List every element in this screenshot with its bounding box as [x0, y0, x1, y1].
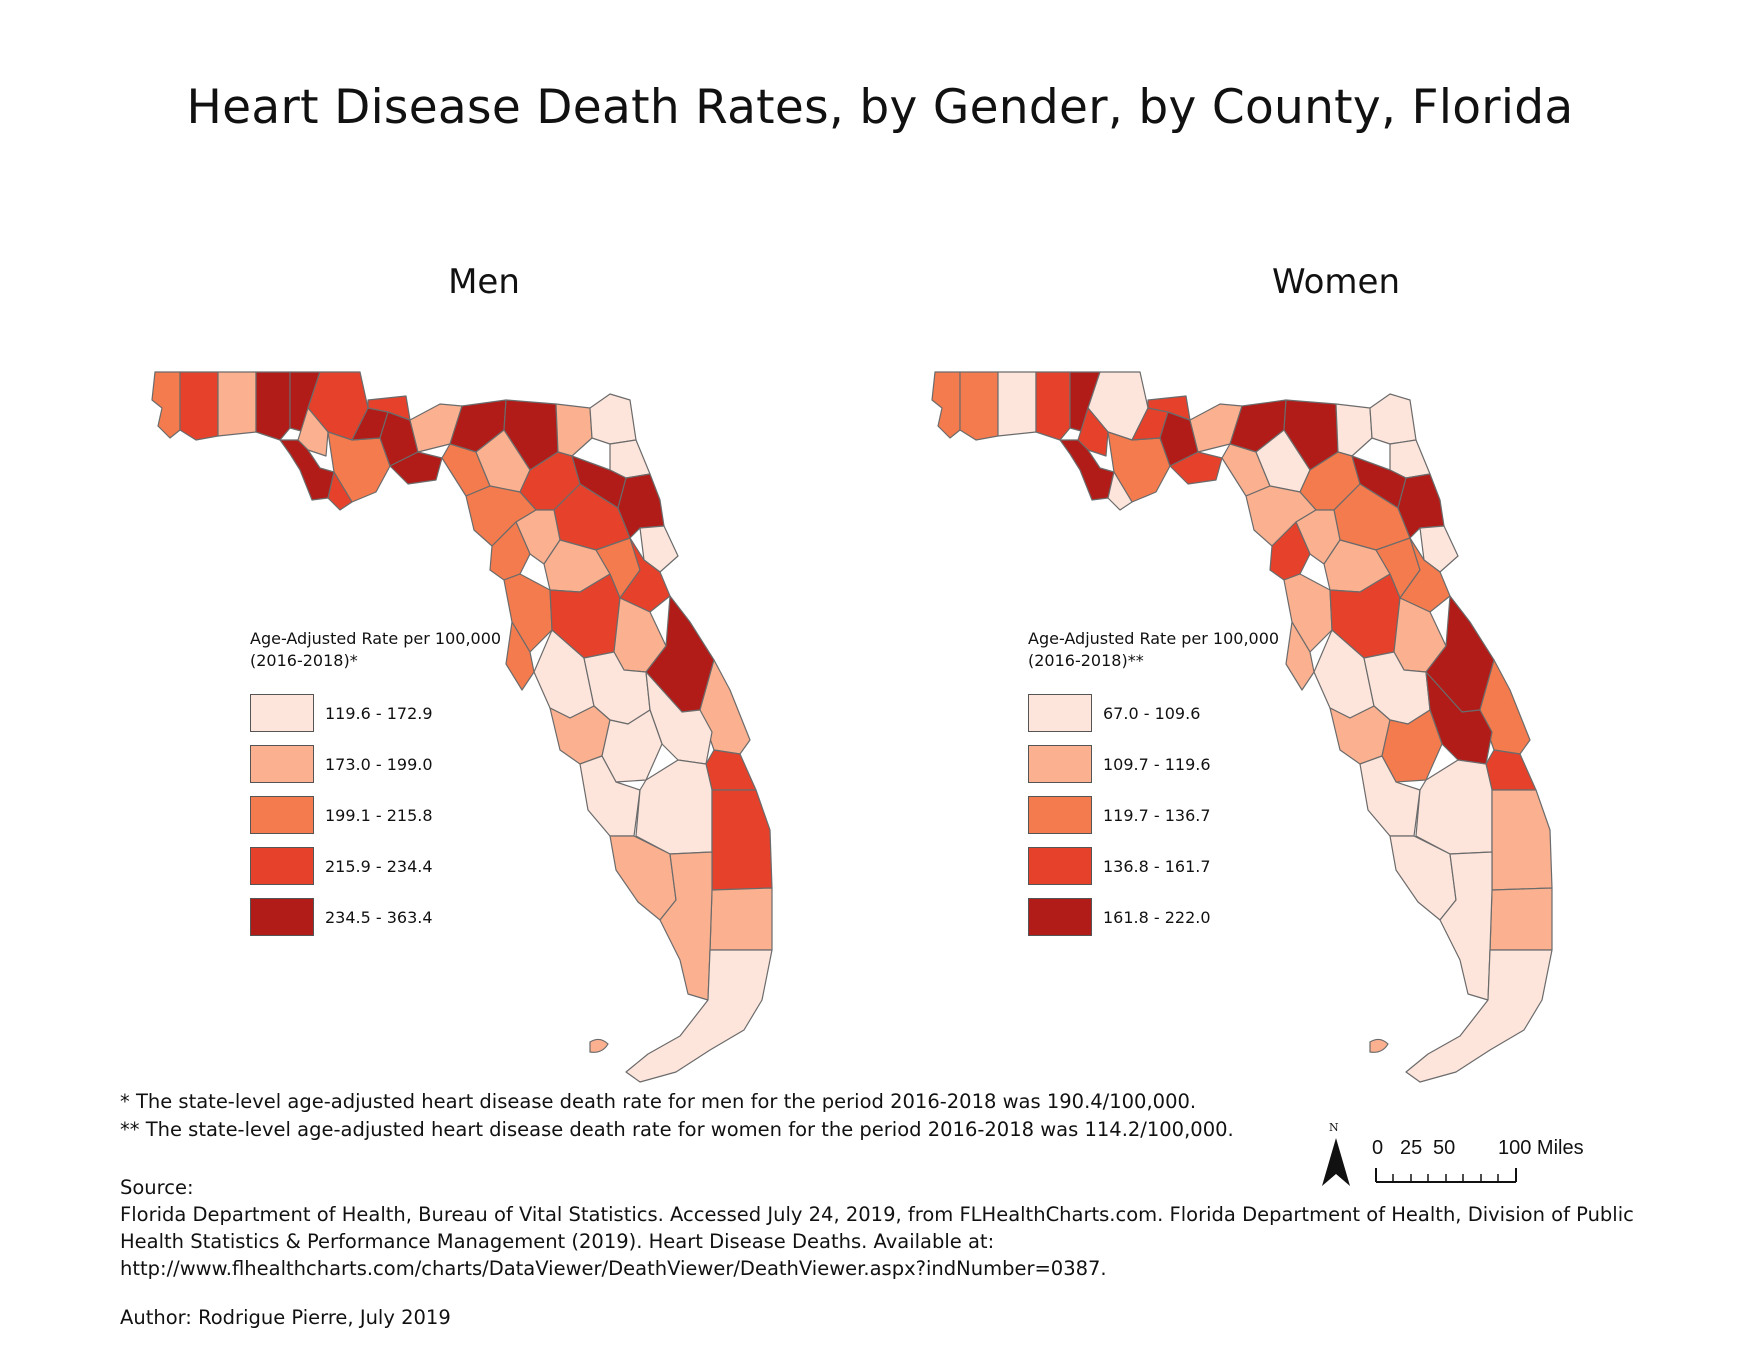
legend-swatch: [250, 796, 314, 834]
legend-label: 199.1 - 215.8: [325, 805, 433, 825]
county-polygon: [1147, 395, 1191, 421]
county-polygon: [1035, 371, 1071, 441]
county-polygon: [1381, 709, 1443, 783]
legend-item: 109.7 - 119.6: [1028, 745, 1211, 783]
county-polygon: [1077, 407, 1109, 457]
county-polygon: [217, 371, 257, 437]
county-polygon: [609, 439, 651, 479]
source-line-1: Florida Department of Health, Bureau of …: [120, 1203, 1634, 1226]
county-polygon: [1359, 755, 1421, 837]
map-title-women: Women: [1271, 262, 1400, 302]
county-polygon: [1285, 621, 1315, 691]
legend-swatch: [250, 694, 314, 732]
footnote-men: * The state-level age-adjusted heart dis…: [120, 1090, 1197, 1113]
legend-item: 161.8 - 222.0: [1028, 898, 1211, 936]
legend-women: Age-Adjusted Rate per 100,000 (2016-2018…: [1028, 628, 1358, 948]
legend-label: 173.0 - 199.0: [325, 754, 433, 774]
legend-item: 67.0 - 109.6: [1028, 694, 1200, 732]
legend-label: 215.9 - 234.4: [325, 856, 433, 876]
legend-item: 234.5 - 363.4: [250, 898, 433, 936]
legend-swatch: [1028, 745, 1092, 783]
county-polygon: [959, 371, 999, 441]
page-title: Heart Disease Death Rates, by Gender, by…: [186, 80, 1574, 135]
legend-swatch: [1028, 796, 1092, 834]
county-polygon: [367, 395, 411, 421]
scale-label-0: 0: [1372, 1137, 1384, 1159]
legend-item: 136.8 - 161.7: [1028, 847, 1211, 885]
source-citation: Source: Florida Department of Health, Bu…: [120, 1174, 1660, 1282]
county-polygon: [1335, 403, 1373, 457]
map-title-men: Men: [448, 262, 520, 302]
source-heading: Source:: [120, 1176, 194, 1199]
north-arrow-letter: N: [1329, 1121, 1339, 1134]
legend-label: 136.8 - 161.7: [1103, 856, 1211, 876]
source-url: http://www.flhealthcharts.com/charts/Dat…: [120, 1257, 1107, 1280]
legend-swatch: [250, 898, 314, 936]
county-polygon: [1425, 671, 1493, 765]
legend-swatch: [1028, 898, 1092, 936]
county-polygon: [579, 755, 641, 837]
county-polygon: [931, 371, 961, 439]
county-polygon: [1389, 439, 1431, 479]
county-polygon: [619, 537, 671, 613]
county-polygon: [1405, 949, 1553, 1083]
county-polygon: [997, 371, 1037, 437]
county-polygon: [1169, 451, 1223, 485]
legend-item: 119.7 - 136.7: [1028, 796, 1211, 834]
county-polygon: [179, 371, 219, 441]
legend-item: 173.0 - 199.0: [250, 745, 433, 783]
island-polygon: [1369, 1038, 1389, 1053]
county-polygon: [1399, 537, 1451, 613]
county-polygon: [705, 749, 757, 791]
scale-label-25: 25: [1400, 1137, 1423, 1159]
florida-map-women: [931, 371, 1553, 1083]
footnotes: * The state-level age-adjusted heart dis…: [120, 1088, 1234, 1144]
county-polygon: [1419, 525, 1459, 573]
county-polygon: [1107, 471, 1133, 511]
county-polygon: [505, 621, 535, 691]
legend-label: 119.7 - 136.7: [1103, 805, 1211, 825]
legend-title-women: Age-Adjusted Rate per 100,000 (2016-2018…: [1028, 629, 1280, 670]
county-polygon: [1485, 749, 1537, 791]
legend-swatch: [1028, 847, 1092, 885]
island-polygon: [589, 1038, 609, 1053]
legend-label: 67.0 - 109.6: [1103, 703, 1201, 723]
county-polygon: [297, 407, 329, 457]
county-polygon: [601, 709, 663, 783]
legend-title-men: Age-Adjusted Rate per 100,000 (2016-2018…: [250, 629, 502, 670]
county-polygon: [1369, 393, 1417, 445]
county-polygon: [639, 525, 679, 573]
legend-item: 119.6 - 172.9: [250, 694, 433, 732]
county-polygon: [151, 371, 181, 439]
legend-swatch: [1028, 694, 1092, 732]
county-polygon: [255, 371, 291, 441]
legend-swatch: [250, 847, 314, 885]
legend-men: Age-Adjusted Rate per 100,000 (2016-2018…: [250, 628, 580, 948]
county-polygon: [625, 949, 773, 1083]
county-polygon: [327, 471, 353, 511]
scale-label-50: 50: [1433, 1137, 1456, 1159]
legend-label: 109.7 - 119.6: [1103, 754, 1211, 774]
legend-item: 215.9 - 234.4: [250, 847, 433, 885]
county-polygon: [1491, 789, 1553, 891]
florida-map-men: [151, 371, 773, 1083]
county-polygon: [709, 887, 773, 951]
county-polygon: [555, 403, 593, 457]
county-polygon: [711, 789, 773, 891]
legend-label: 161.8 - 222.0: [1103, 907, 1211, 927]
legend-swatch: [250, 745, 314, 783]
county-polygon: [589, 393, 637, 445]
legend-label: 234.5 - 363.4: [325, 907, 433, 927]
footnote-women: ** The state-level age-adjusted heart di…: [120, 1118, 1234, 1141]
source-line-2: Health Statistics & Performance Manageme…: [120, 1230, 995, 1253]
legend-label: 119.6 - 172.9: [325, 703, 433, 723]
scale-bar: [1375, 1168, 1517, 1183]
county-polygon: [645, 671, 713, 765]
county-polygon: [1489, 887, 1553, 951]
north-arrow-icon: [1322, 1138, 1350, 1186]
county-polygon: [389, 451, 443, 485]
legend-item: 199.1 - 215.8: [250, 796, 433, 834]
scale-label-100: 100 Miles: [1498, 1137, 1584, 1159]
author-credit: Author: Rodrigue Pierre, July 2019: [120, 1306, 451, 1329]
